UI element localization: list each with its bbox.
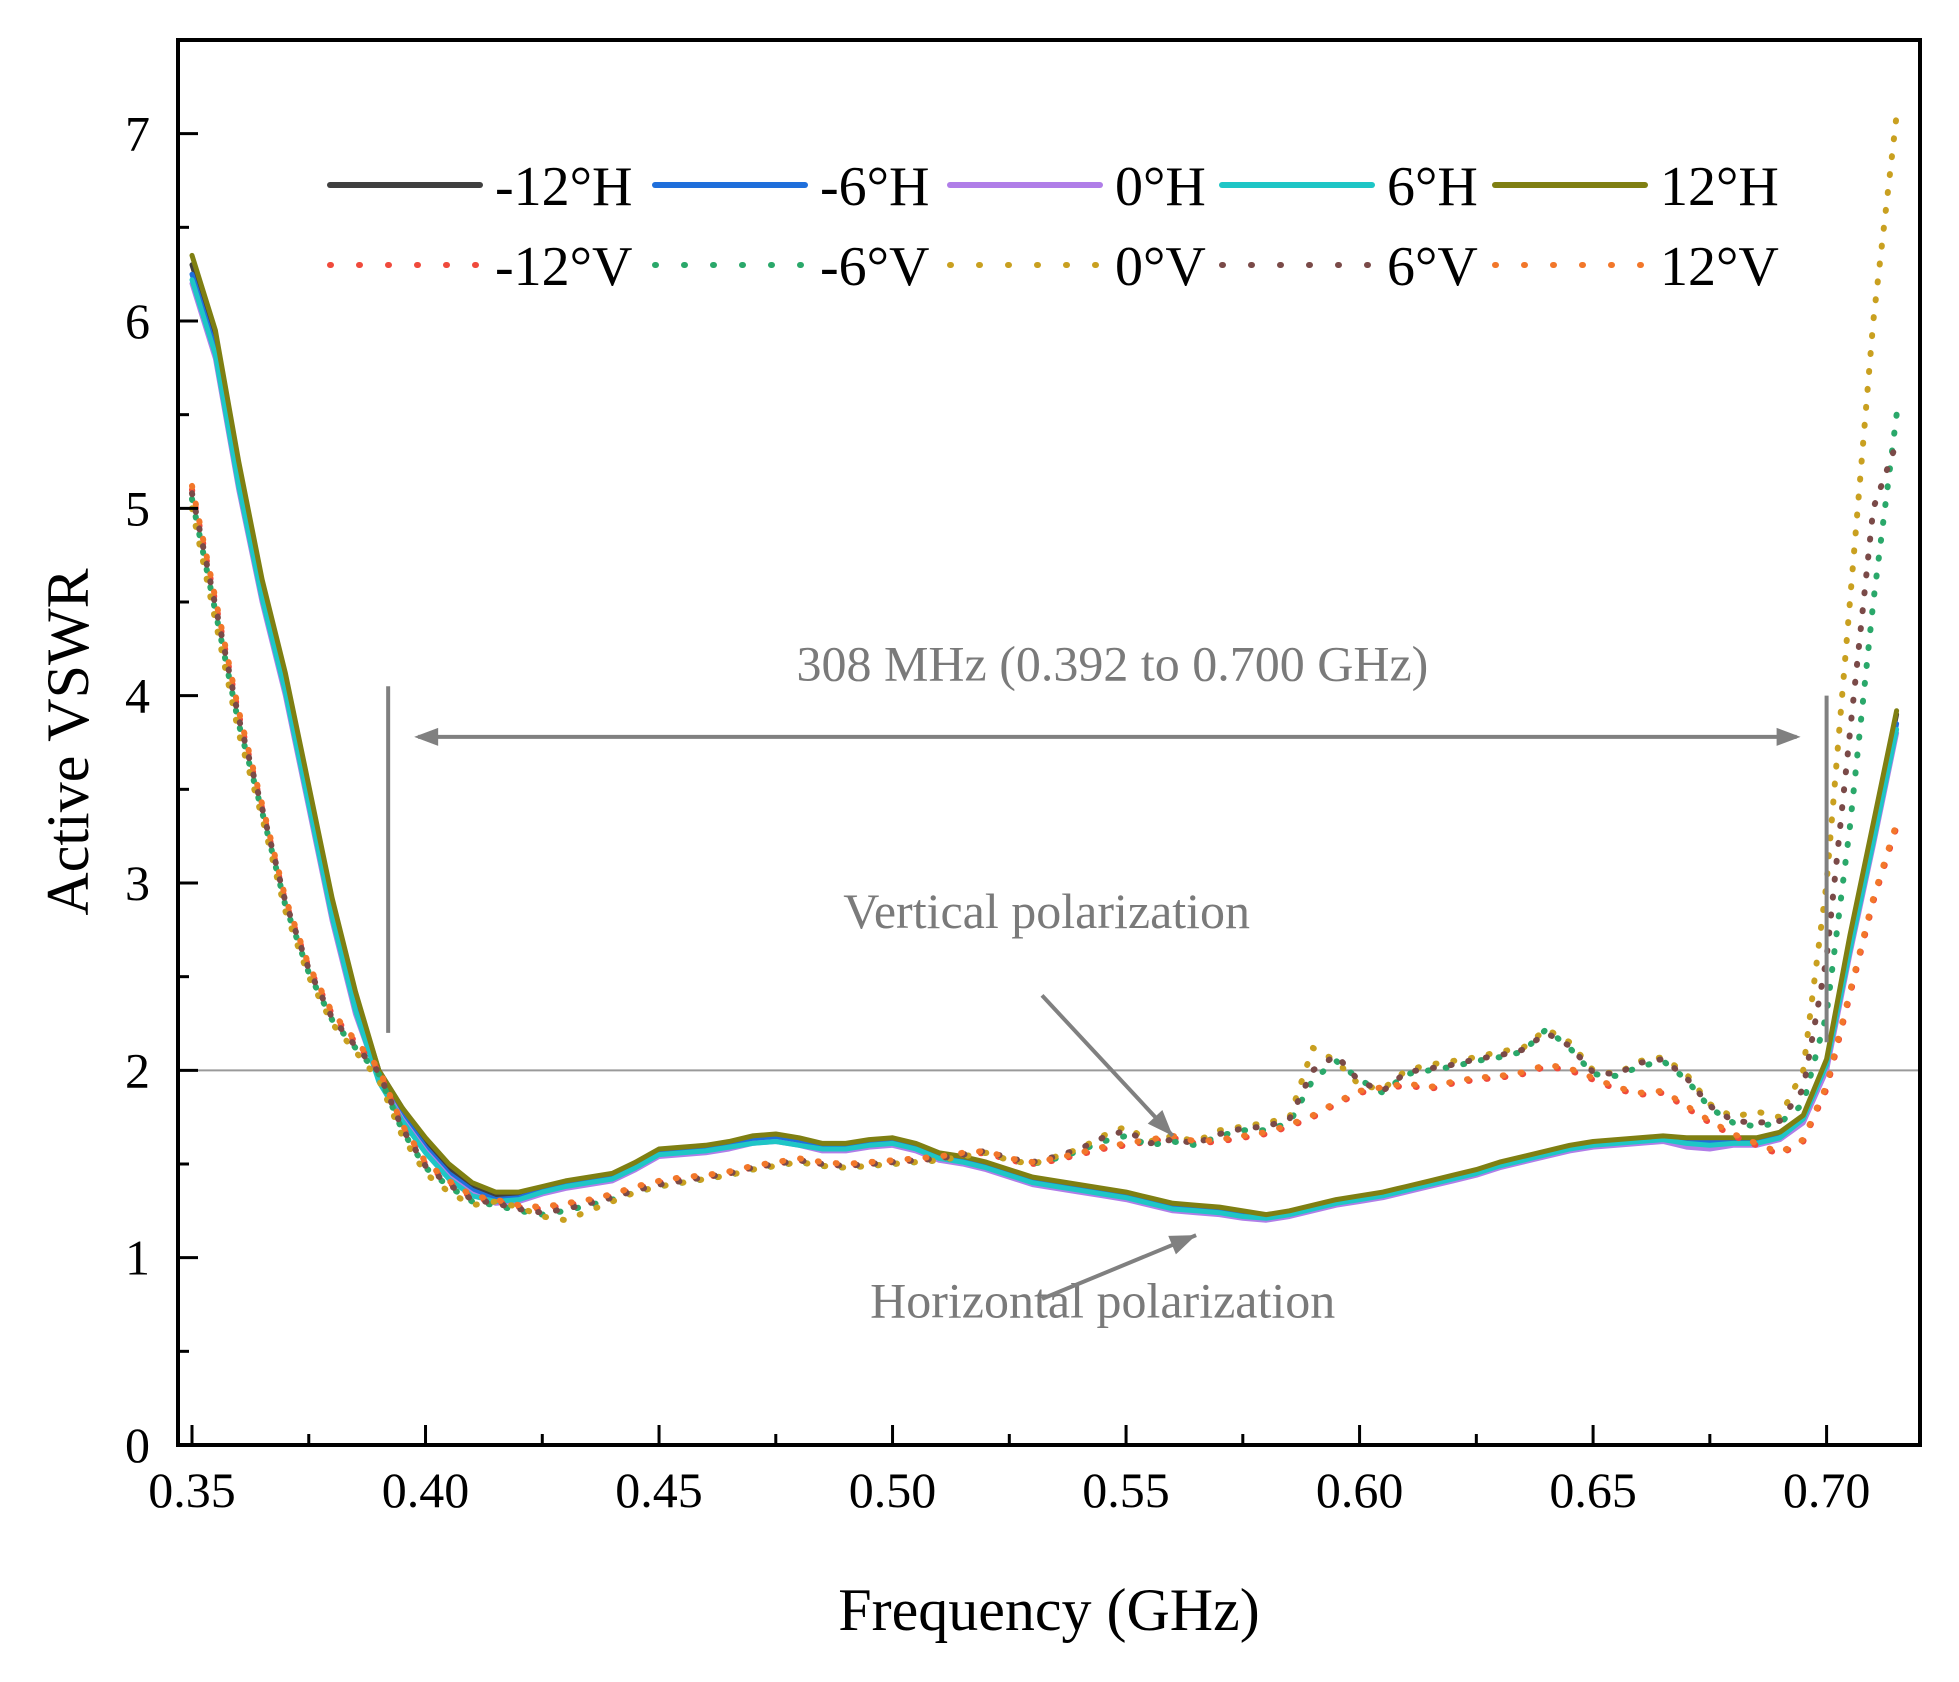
legend-label: 0°V xyxy=(1115,236,1206,298)
y-tick-label: 7 xyxy=(125,106,150,162)
band-annotation-label: 308 MHz (0.392 to 0.700 GHz) xyxy=(796,636,1428,692)
x-tick-labels: 0.35 0.40 0.45 0.50 0.55 0.60 0.65 0.70 xyxy=(148,1462,1870,1518)
y-tick-label: 1 xyxy=(125,1230,150,1286)
horizontal-polarization-arrow xyxy=(1041,1233,1197,1301)
vertical-polarization-label: Vertical polarization xyxy=(843,883,1250,939)
legend-label: 12°H xyxy=(1660,156,1779,218)
series-line-minus6degV xyxy=(189,411,1900,1218)
x-tick-label: 0.35 xyxy=(148,1462,236,1518)
plot-frame xyxy=(176,38,1922,1447)
horizontal-polarization-label: Horizontal polarization xyxy=(870,1273,1335,1329)
series-layer xyxy=(189,111,1900,1224)
band-arrow-head-left xyxy=(414,727,439,746)
legend-label: 6°V xyxy=(1387,236,1478,298)
y-tick-label: 4 xyxy=(125,668,150,724)
y-tick-label: 5 xyxy=(125,480,150,536)
y-axis-title: Active VSWR xyxy=(35,568,101,915)
x-tick-label: 0.50 xyxy=(849,1462,937,1518)
horizontal-polarization-arrowhead xyxy=(1168,1235,1197,1255)
axis-ticks xyxy=(178,132,1829,1447)
x-tick-label: 0.70 xyxy=(1783,1462,1871,1518)
y-tick-label: 2 xyxy=(125,1042,150,1098)
annotations-layer: 308 MHz (0.392 to 0.700 GHz) Vertical pol… xyxy=(386,636,1829,1329)
legend-label: 12°V xyxy=(1660,236,1779,298)
legend-label: -6°V xyxy=(820,236,929,298)
x-tick-label: 0.45 xyxy=(615,1462,703,1518)
legend: -12°H -6°H 0°H 6°H 12°H -12°V -6°V 0°V 6°V 12°V xyxy=(327,156,1779,298)
band-arrow-head-right xyxy=(1776,727,1801,746)
legend-label: -12°H xyxy=(495,156,632,218)
legend-label: -12°V xyxy=(495,236,632,298)
y-tick-label: 0 xyxy=(125,1417,150,1473)
legend-label: 0°H xyxy=(1115,156,1206,218)
x-tick-label: 0.65 xyxy=(1549,1462,1637,1518)
y-tick-labels: 0 1 2 3 4 5 6 7 xyxy=(125,106,150,1473)
legend-label: -6°H xyxy=(820,156,929,218)
vertical-polarization-arrow xyxy=(1040,994,1175,1138)
x-tick-label: 0.60 xyxy=(1316,1462,1404,1518)
series-line-0degV xyxy=(189,111,1900,1224)
legend-label: 6°H xyxy=(1387,156,1478,218)
x-axis-title: Frequency (GHz) xyxy=(838,1577,1260,1643)
y-tick-label: 3 xyxy=(125,855,150,911)
x-tick-label: 0.55 xyxy=(1082,1462,1170,1518)
series-line-6degH xyxy=(189,277,1900,1221)
series-line-12degH xyxy=(189,252,1900,1218)
y-tick-label: 6 xyxy=(125,293,150,349)
vertical-polarization-arrowhead xyxy=(1147,1110,1173,1136)
x-tick-label: 0.40 xyxy=(382,1462,470,1518)
